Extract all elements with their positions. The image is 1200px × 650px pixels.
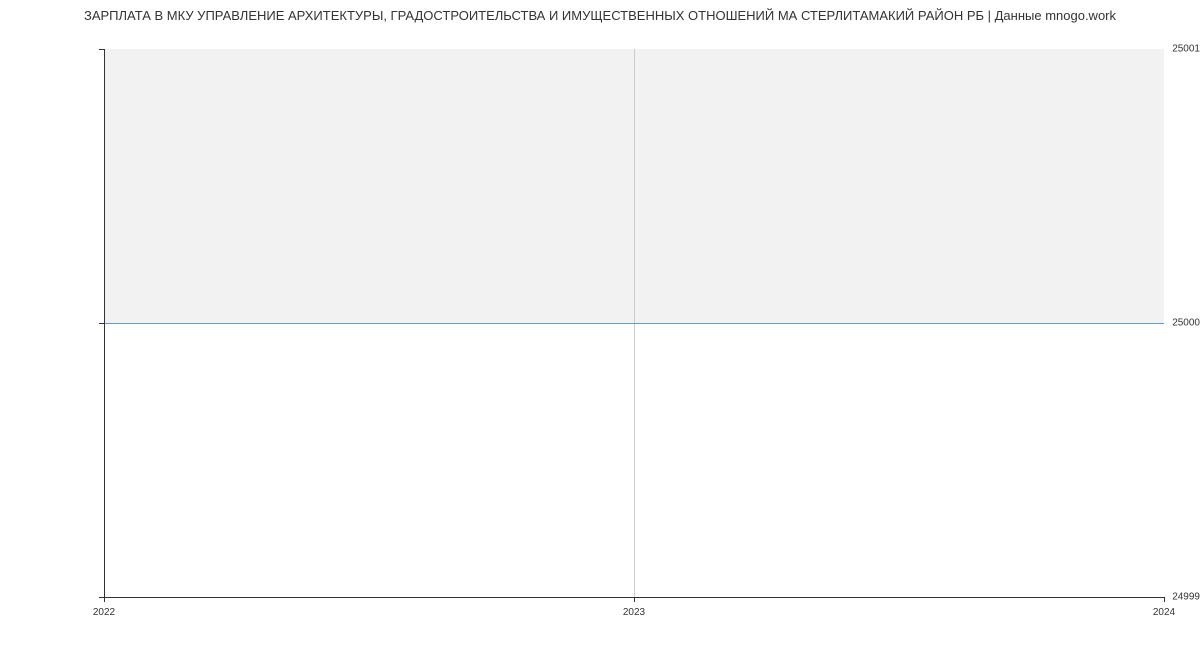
x-tick-label: 2023 [623, 607, 645, 618]
x-tick-mark [634, 597, 635, 602]
y-tick-mark [99, 323, 104, 324]
y-tick-label: 25001 [1104, 44, 1200, 55]
x-tick-label: 2024 [1153, 607, 1175, 618]
y-tick-mark [99, 49, 104, 50]
y-axis-line [104, 49, 105, 597]
chart-title: ЗАРПЛАТА В МКУ УПРАВЛЕНИЕ АРХИТЕКТУРЫ, Г… [0, 8, 1200, 23]
x-tick-label: 2022 [93, 607, 115, 618]
plot-area [104, 49, 1164, 597]
x-tick-mark [104, 597, 105, 602]
x-tick-mark [1164, 597, 1165, 602]
salary-chart: ЗАРПЛАТА В МКУ УПРАВЛЕНИЕ АРХИТЕКТУРЫ, Г… [0, 0, 1200, 650]
y-tick-label: 24999 [1104, 592, 1200, 603]
y-tick-label: 25000 [1104, 318, 1200, 329]
series-line [104, 323, 1164, 324]
